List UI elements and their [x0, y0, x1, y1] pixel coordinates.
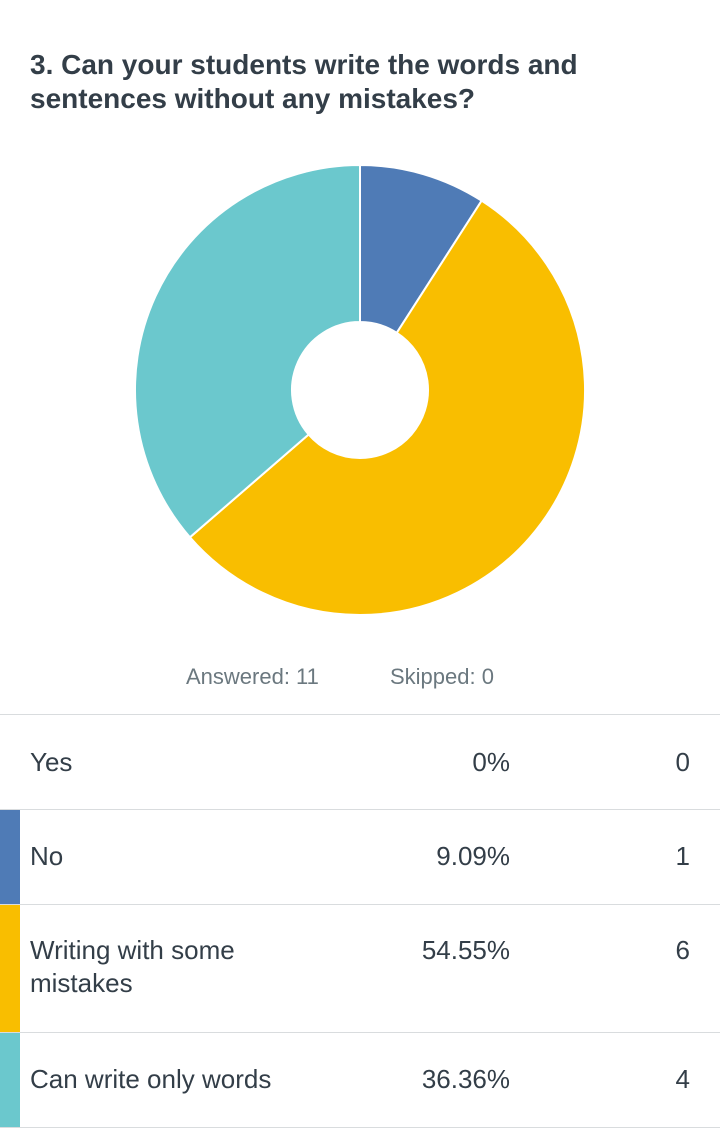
- row-percent: 9.09%: [436, 841, 510, 871]
- row-label: No: [30, 841, 64, 871]
- row-count: 0: [675, 747, 690, 777]
- row-label: Yes: [30, 747, 73, 777]
- donut-chart-svg: [134, 163, 586, 616]
- table-row-can-write-only-words: Can write only words 36.36% 4: [0, 1033, 720, 1128]
- skipped-count: Skipped: 0: [390, 664, 494, 689]
- table-row-writing-with-some-mistakes: Writing with some mistakes 54.55% 6: [0, 905, 720, 1033]
- table-row-yes: Yes 0% 0: [0, 715, 720, 810]
- results-table: Yes 0% 0 No 9.09% 1 Writing with some mi…: [0, 714, 720, 1128]
- question-title: 3. Can your students write the words and…: [30, 49, 578, 114]
- color-swatch: [0, 810, 20, 904]
- table-row-no: No 9.09% 1: [0, 810, 720, 905]
- row-percent: 36.36%: [421, 1064, 510, 1094]
- row-percent: 54.55%: [421, 935, 510, 965]
- pie-slice-no: [359, 163, 484, 335]
- pie-slice-writing-with-some-mistakes: [188, 199, 586, 616]
- row-label: Can write only words: [30, 1064, 272, 1094]
- color-swatch: [0, 715, 20, 809]
- answered-count: Answered: 11: [186, 664, 319, 689]
- row-percent: 0%: [472, 747, 510, 777]
- row-count: 6: [675, 935, 690, 965]
- row-count: 1: [675, 841, 690, 871]
- donut-chart: [0, 150, 720, 630]
- color-swatch: [0, 905, 20, 1032]
- response-summary: Answered: 11 Skipped: 0: [0, 664, 720, 696]
- row-count: 4: [675, 1064, 690, 1094]
- color-swatch: [0, 1033, 20, 1127]
- row-label: Writing with some mistakes: [30, 935, 235, 998]
- pie-slice-can-write-only-words: [134, 163, 361, 539]
